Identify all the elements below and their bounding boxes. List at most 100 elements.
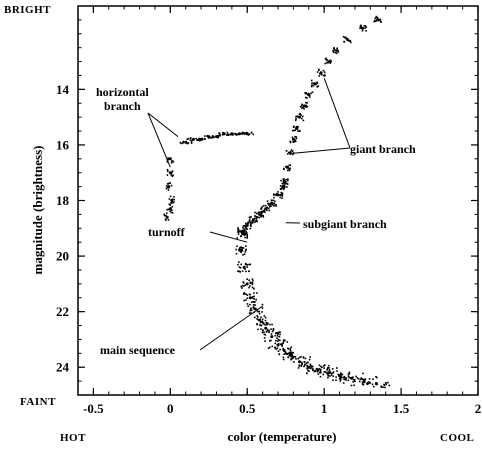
data-point — [296, 126, 298, 128]
data-point — [275, 205, 277, 207]
data-point — [324, 74, 326, 76]
data-point — [260, 328, 262, 330]
data-point — [281, 186, 283, 188]
data-point — [306, 102, 308, 104]
data-point — [189, 139, 192, 141]
data-point — [261, 206, 263, 208]
data-point — [318, 367, 321, 370]
data-point — [317, 85, 319, 88]
data-point — [361, 381, 364, 384]
data-point — [260, 215, 262, 218]
data-point — [275, 348, 277, 350]
data-point — [335, 376, 337, 378]
data-point — [255, 215, 257, 218]
data-point — [375, 375, 377, 378]
data-point — [328, 367, 330, 369]
data-point — [375, 20, 377, 22]
data-point — [246, 237, 248, 239]
data-point — [242, 282, 245, 284]
data-point — [248, 263, 250, 266]
data-point — [326, 372, 328, 375]
data-point — [256, 318, 258, 320]
data-point — [239, 267, 242, 269]
data-point — [294, 140, 297, 143]
data-point — [294, 139, 296, 141]
data-point — [385, 382, 387, 384]
data-point — [349, 39, 351, 42]
data-point — [243, 231, 245, 233]
data-point — [256, 292, 258, 294]
data-point — [248, 312, 251, 314]
data-point — [246, 294, 249, 296]
data-point — [260, 207, 263, 210]
data-point — [244, 263, 247, 266]
data-point — [222, 132, 225, 135]
data-point — [171, 211, 174, 214]
data-point — [245, 299, 247, 301]
data-point — [238, 261, 240, 263]
y-tick-label: 16 — [56, 137, 70, 152]
data-point — [282, 356, 285, 359]
data-point — [332, 371, 335, 373]
data-point — [269, 340, 271, 342]
data-point — [276, 335, 279, 337]
data-point — [282, 179, 286, 183]
data-point — [330, 374, 333, 376]
data-point — [289, 167, 292, 170]
data-point — [283, 178, 285, 180]
y-tick-label: 22 — [56, 304, 69, 319]
data-point — [251, 219, 254, 222]
data-point — [345, 36, 347, 39]
data-point — [359, 27, 361, 29]
data-point — [270, 336, 273, 338]
data-point — [252, 218, 254, 220]
data-point — [359, 25, 362, 27]
data-point — [254, 211, 256, 214]
data-point — [241, 284, 244, 287]
data-point — [166, 212, 168, 215]
x-tick-label: 1.5 — [393, 401, 410, 416]
data-point — [248, 216, 251, 219]
data-point — [245, 262, 247, 265]
data-point — [234, 133, 237, 135]
data-point — [363, 25, 366, 27]
data-point — [272, 194, 275, 196]
data-point — [263, 210, 266, 213]
data-point — [305, 372, 308, 374]
data-point — [357, 378, 360, 380]
data-point — [277, 338, 280, 341]
data-point — [271, 323, 273, 326]
data-point — [169, 210, 171, 212]
data-point — [291, 150, 294, 152]
data-point — [345, 379, 347, 381]
data-point — [249, 263, 252, 266]
data-point — [310, 79, 313, 82]
data-point — [245, 270, 247, 273]
data-point — [196, 139, 198, 141]
data-point — [251, 297, 254, 299]
data-point — [322, 69, 325, 72]
data-point — [207, 136, 210, 139]
data-point — [382, 386, 384, 388]
y-axis-label: magnitude (brightness) — [30, 146, 45, 275]
data-point — [290, 354, 293, 356]
data-point — [274, 342, 277, 345]
data-point — [259, 324, 261, 327]
data-point — [249, 219, 251, 221]
data-point — [339, 373, 342, 376]
data-point — [306, 364, 308, 367]
data-point — [249, 303, 251, 306]
data-point — [316, 367, 318, 370]
data-point — [348, 376, 350, 379]
data-point — [233, 132, 235, 135]
data-point — [246, 266, 248, 268]
data-point — [247, 134, 250, 136]
data-point — [376, 19, 378, 21]
data-point — [288, 168, 290, 171]
data-point — [330, 372, 333, 375]
data-point — [252, 307, 255, 309]
data-point — [327, 376, 329, 379]
data-point — [360, 377, 362, 379]
data-point — [329, 370, 331, 373]
data-point — [282, 182, 285, 184]
